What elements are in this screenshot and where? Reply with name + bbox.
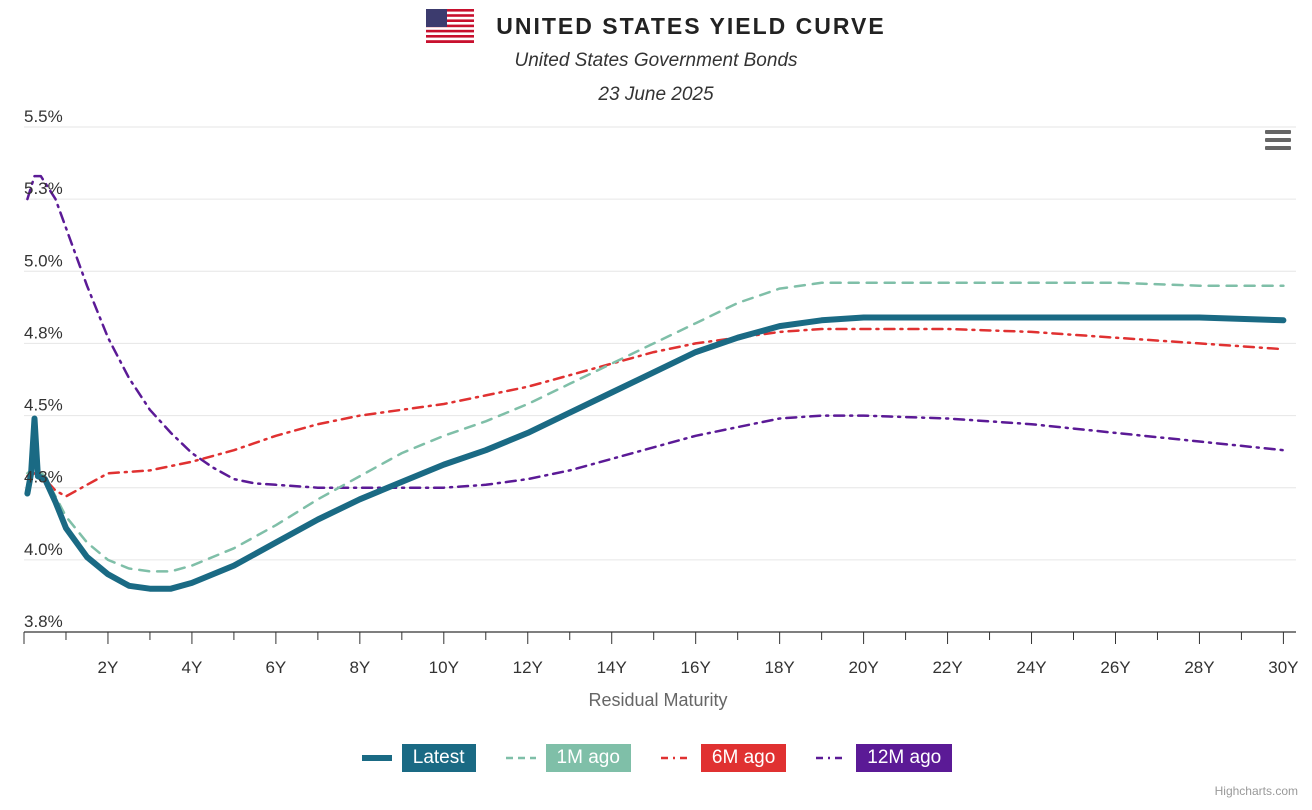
x-tick-label: 16Y bbox=[681, 658, 711, 677]
series-line-12m-ago[interactable] bbox=[26, 174, 1285, 489]
legend-swatch bbox=[660, 756, 691, 760]
legend-swatch bbox=[505, 756, 536, 760]
chart-date: 23 June 2025 bbox=[598, 84, 714, 105]
legend-label: 1M ago bbox=[545, 744, 631, 772]
legend-swatch bbox=[361, 755, 392, 761]
x-tick-label: 8Y bbox=[349, 658, 370, 677]
x-tick-label: 6Y bbox=[265, 658, 286, 677]
y-tick-label: 4.3% bbox=[24, 468, 63, 487]
y-tick-label: 4.5% bbox=[24, 396, 63, 415]
x-tick-label: 20Y bbox=[848, 658, 878, 677]
chart-header: UNITED STATES YIELD CURVE bbox=[0, 6, 1312, 46]
y-tick-label: 4.0% bbox=[24, 540, 63, 559]
legend-item-latest[interactable]: Latest bbox=[360, 744, 476, 772]
x-tick-label: 30Y bbox=[1268, 658, 1298, 677]
legend-item-6m-ago[interactable]: 6M ago bbox=[659, 744, 787, 772]
y-tick-label: 3.8% bbox=[24, 612, 63, 631]
highcharts-credits-link[interactable]: Highcharts.com bbox=[1214, 784, 1298, 798]
legend-swatch bbox=[816, 756, 847, 760]
legend-item-12m-ago[interactable]: 12M ago bbox=[814, 744, 953, 772]
x-tick-label: 10Y bbox=[429, 658, 459, 677]
x-tick-label: 28Y bbox=[1184, 658, 1214, 677]
axes: 3.8% 4.0% 4.3% 4.5% 4.8% 5.0% 5.3% 5.5% 2Y 4Y 6Y 8Y… bbox=[23, 107, 1299, 677]
series-line-1m-ago[interactable] bbox=[26, 281, 1285, 573]
legend-item-1m-ago[interactable]: 1M ago bbox=[504, 744, 631, 772]
hamburger-menu-icon[interactable] bbox=[1265, 130, 1291, 152]
chart-legend: Latest 1M ago 6M ago 12M ago bbox=[0, 744, 1312, 772]
legend-label: Latest bbox=[401, 744, 476, 772]
legend-label: 6M ago bbox=[700, 744, 787, 772]
x-tick-label: 26Y bbox=[1100, 658, 1130, 677]
x-axis-title: Residual Maturity bbox=[588, 690, 727, 710]
x-tick-label: 2Y bbox=[98, 658, 119, 677]
x-tick-label: 12Y bbox=[513, 658, 543, 677]
x-tick-label: 14Y bbox=[597, 658, 627, 677]
y-tick-label: 5.0% bbox=[24, 251, 63, 270]
series-line-latest[interactable] bbox=[24, 314, 1287, 592]
y-tick-label: 5.3% bbox=[24, 179, 63, 198]
gridlines bbox=[24, 126, 1296, 633]
x-tick-label: 18Y bbox=[765, 658, 795, 677]
x-tick-label: 24Y bbox=[1016, 658, 1046, 677]
x-tick-label: 4Y bbox=[182, 658, 203, 677]
chart-title: UNITED STATES YIELD CURVE bbox=[496, 12, 886, 39]
series-line-6m-ago[interactable] bbox=[26, 327, 1285, 498]
x-tick-label: 22Y bbox=[932, 658, 962, 677]
y-tick-label: 4.8% bbox=[24, 323, 63, 342]
chart-subtitle: United States Government Bonds bbox=[514, 50, 798, 71]
series-lines bbox=[24, 174, 1287, 592]
legend-label: 12M ago bbox=[856, 744, 953, 772]
y-tick-label: 5.5% bbox=[24, 107, 63, 126]
us-flag-icon bbox=[426, 9, 475, 43]
